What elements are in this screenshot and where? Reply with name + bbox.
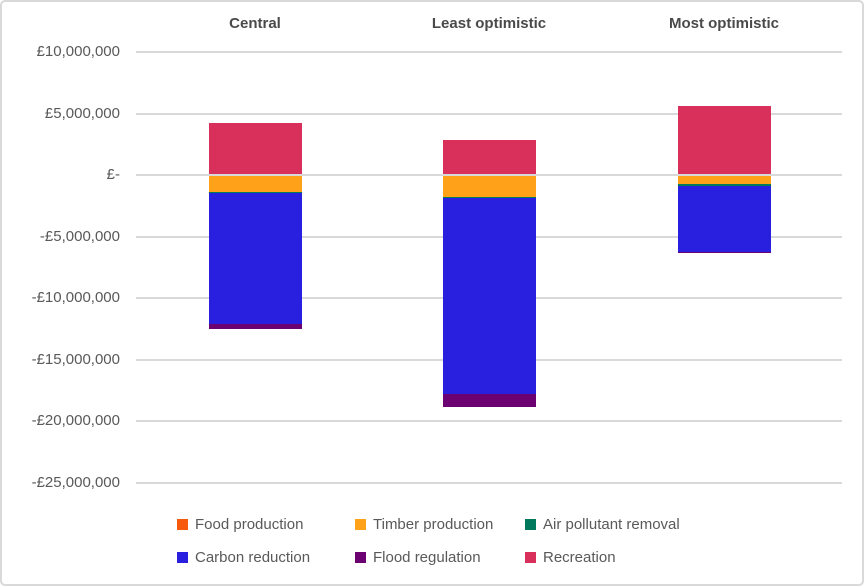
legend-item-timber-production: Timber production — [355, 514, 525, 535]
legend-item-flood-regulation: Flood regulation — [355, 547, 525, 568]
bar-segment-carbon-reduction-most-optimistic — [678, 185, 771, 252]
legend-item-label: Flood regulation — [373, 549, 481, 566]
category-label-central: Central — [229, 15, 281, 32]
y-axis-tick-label: £10,000,000 — [36, 43, 120, 60]
legend-swatch-icon — [355, 552, 366, 563]
gridline — [136, 113, 842, 115]
gridline — [136, 420, 842, 422]
legend-swatch-icon — [525, 519, 536, 530]
bar-segment-recreation-most-optimistic — [678, 106, 771, 175]
bar-segment-flood-regulation-central — [209, 324, 302, 330]
legend-item-label: Carbon reduction — [195, 549, 311, 566]
legend-swatch-icon — [525, 552, 536, 563]
category-label-most-optimistic: Most optimistic — [668, 15, 779, 32]
bar-segment-flood-regulation-least-optimistic — [442, 394, 536, 408]
legend-item-recreation: Recreation — [525, 547, 680, 568]
y-axis-tick-label: -£15,000,000 — [31, 351, 120, 368]
legend-item-label: Recreation — [543, 549, 616, 566]
legend-swatch-icon — [355, 519, 366, 530]
legend-item-carbon-reduction: Carbon reduction — [177, 547, 355, 568]
bar-segment-flood-regulation-most-optimistic — [678, 251, 771, 254]
y-axis-tick-label: £- — [106, 166, 120, 183]
bar-segment-timber-production-central — [209, 175, 302, 193]
gridline — [136, 51, 842, 53]
legend-swatch-icon — [177, 519, 188, 530]
bar-segment-air-pollutant-removal-central — [209, 192, 302, 194]
legend-swatch-icon — [177, 552, 188, 563]
bar-segment-carbon-reduction-central — [209, 193, 302, 325]
y-axis-tick-label: -£10,000,000 — [31, 289, 120, 306]
bar-segment-timber-production-most-optimistic — [678, 175, 771, 185]
bar-segment-recreation-least-optimistic — [442, 139, 536, 175]
y-axis-tick-label: £5,000,000 — [44, 105, 120, 122]
legend-item-label: Food production — [195, 516, 304, 533]
bar-segment-carbon-reduction-least-optimistic — [442, 198, 536, 395]
y-axis-tick-label: -£5,000,000 — [39, 228, 120, 245]
legend-item-food-production: Food production — [177, 514, 355, 535]
y-axis-tick-label: -£25,000,000 — [31, 474, 120, 491]
y-axis-tick-label: -£20,000,000 — [31, 412, 120, 429]
legend-item-label: Air pollutant removal — [543, 516, 680, 533]
bar-segment-air-pollutant-removal-most-optimistic — [678, 184, 771, 186]
bar-segment-recreation-central — [209, 123, 302, 175]
gridline — [136, 482, 842, 484]
zero-gridline — [136, 174, 842, 176]
bar-segment-timber-production-least-optimistic — [442, 175, 536, 197]
bar-segment-air-pollutant-removal-least-optimistic — [442, 196, 536, 198]
legend-item-label: Timber production — [373, 516, 494, 533]
legend-item-air-pollutant-removal: Air pollutant removal — [525, 514, 680, 535]
category-label-least-optimistic: Least optimistic — [431, 15, 547, 32]
legend: Food production Timber production Air poll… — [177, 514, 680, 568]
